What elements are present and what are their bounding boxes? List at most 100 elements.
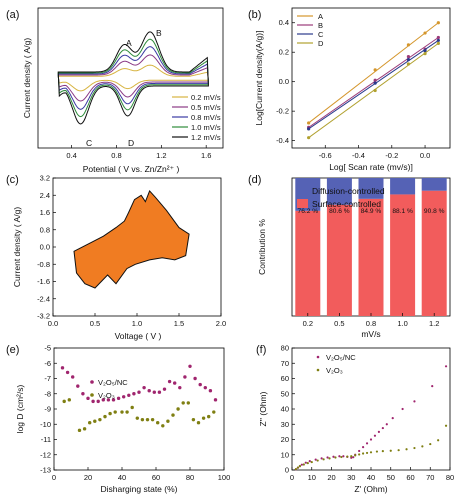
f-ytick-label-4: 40 (281, 405, 289, 414)
e-point-1-18 (161, 424, 165, 428)
b-fit-line-3 (308, 42, 439, 139)
cv-curve-0 (57, 64, 209, 92)
f-point-1-9 (334, 456, 337, 459)
panel-a: (a) 0.4 0.8 1.2 1.6 A B C D 0.2 mV/s0.5 mV/… (6, 7, 224, 174)
panel-c-xlabel: Voltage ( V ) (115, 331, 162, 341)
a-legend-label-2: 0.8 mV/s (191, 113, 221, 122)
e-point-0-25 (188, 364, 192, 368)
b-point-0-1 (373, 68, 377, 72)
c-ytick-label-2: 1.6 (40, 208, 50, 217)
panel-c-ticks: 0.0 0.5 1.0 1.5 2.0 3.2 2.4 1.6 0.8 0.0 -0.8 -1.6 -2… (37, 174, 226, 329)
panel-d-xlabel: mV/s (361, 329, 380, 339)
b-legend-label-2: C (318, 30, 324, 39)
b-point-3-1 (373, 88, 377, 93)
panel-d-ylabel: Contribution % (257, 219, 267, 275)
f-point-1-13 (354, 454, 357, 457)
b-point-2-3 (423, 49, 427, 53)
panel-f: (f) 0 10 20 30 40 50 60 70 80 0 10 20 30 40 50 60 70 80 V… (256, 344, 454, 495)
f-point-1-12 (350, 455, 353, 458)
legend-marker-v2o3-f (316, 368, 320, 372)
f-point-0-10 (338, 455, 341, 458)
e-point-1-3 (82, 427, 87, 431)
f-point-1-17 (369, 451, 373, 454)
f-point-1-14 (358, 453, 361, 456)
e-xtick-label-1: 20 (84, 473, 92, 482)
panel-a-curves (57, 31, 209, 125)
b-point-1-2 (406, 55, 411, 59)
f-point-1-6 (316, 459, 319, 462)
panel-c-ylabel: Current density ( A/g) (12, 207, 22, 287)
bar-diffusion-4 (421, 178, 447, 191)
panel-a-ylabel: Current density ( A/g) (22, 38, 32, 118)
f-xtick-label-4: 40 (367, 473, 375, 482)
f-ytick-label-1: 10 (281, 450, 289, 459)
f-point-1-18 (375, 450, 379, 453)
e-point-0-19 (157, 390, 162, 394)
f-point-0-7 (320, 457, 323, 460)
f-xtick-label-6: 60 (406, 473, 414, 482)
b-fit-line-1 (308, 37, 439, 128)
a-xtick-label-1: 0.8 (111, 151, 121, 160)
e-point-0-0 (60, 366, 65, 370)
b-point-2-4 (436, 38, 440, 43)
a-xtick-label-2: 1.2 (156, 151, 166, 160)
f-xtick-label-0: 0 (290, 473, 294, 482)
f-point-1-3 (302, 463, 305, 466)
panel-e-label: (e) (6, 344, 19, 356)
legend-marker-v2o5 (90, 380, 94, 384)
d-xtick-label-1: 0.5 (334, 319, 344, 328)
panel-f-plot: 0 10 20 30 40 50 60 70 80 0 10 20 30 40 50 60 70 80 (281, 344, 455, 483)
b-point-2-1 (373, 81, 377, 85)
bar-surface-2 (358, 198, 384, 316)
e-xtick-label-5: 100 (218, 473, 231, 482)
e-xtick-label-2: 40 (118, 473, 126, 482)
bar-value-label-2: 84.9 % (361, 208, 382, 215)
e-xtick-label-4: 80 (186, 473, 194, 482)
e-point-1-19 (166, 419, 170, 423)
b-point-0-3 (423, 31, 427, 35)
b-point-1-1 (373, 78, 377, 82)
e-point-0-5 (86, 396, 90, 401)
f-ytick-label-7: 70 (281, 359, 289, 368)
e-point-1-0 (62, 399, 66, 404)
f-xtick-label-8: 80 (446, 473, 454, 482)
f-point-0-23 (385, 423, 388, 426)
bar-value-label-0: 76.2 % (298, 208, 319, 215)
e-point-1-12 (130, 405, 134, 410)
c-xtick-label-3: 1.5 (174, 319, 184, 328)
f-point-0-14 (352, 456, 355, 459)
f-point-0-20 (373, 434, 377, 437)
f-point-0-19 (369, 438, 373, 441)
d-xtick-label-2: 0.8 (366, 319, 376, 328)
e-point-0-23 (178, 385, 182, 390)
e-point-1-13 (135, 416, 139, 420)
b-fit-line-0 (308, 22, 439, 124)
e-ytick-label-1: -6 (44, 359, 51, 368)
d-xtick-label-4: 1.2 (429, 319, 439, 328)
f-point-0-17 (362, 446, 365, 449)
legend-swatch-diffusion (297, 186, 308, 195)
cv-curve-4 (57, 31, 209, 125)
bar-diffusion-3 (390, 178, 416, 195)
f-ytick-label-0: 0 (285, 466, 289, 475)
f-point-1-10 (340, 455, 343, 459)
b-legend-label-1: B (318, 21, 323, 30)
e-point-0-21 (167, 379, 172, 384)
panel-a-label: (a) (6, 9, 19, 21)
e-point-1-2 (77, 428, 82, 433)
e-point-1-23 (186, 401, 190, 405)
bar-value-label-3: 88.1 % (392, 208, 413, 215)
c-ytick-label-7: -2.4 (37, 294, 50, 303)
e-point-1-4 (88, 421, 92, 425)
panel-a-xticks: 0.4 0.8 1.2 1.6 (66, 145, 211, 160)
b-ytick-label-0: -0.4 (276, 136, 289, 145)
panel-e: (e) 0 20 40 60 80 100 -5 -6 -7 -8 -9 -10 -11 -12 -13 V… (6, 344, 230, 495)
b-xtick-label-3: 0.0 (420, 151, 430, 160)
f-point-1-15 (362, 452, 365, 455)
e-point-0-8 (101, 398, 106, 402)
e-ytick-label-8: -13 (40, 466, 51, 475)
f-point-1-24 (421, 445, 424, 448)
e-point-0-2 (71, 375, 75, 379)
panel-c-label: (c) (6, 174, 19, 186)
